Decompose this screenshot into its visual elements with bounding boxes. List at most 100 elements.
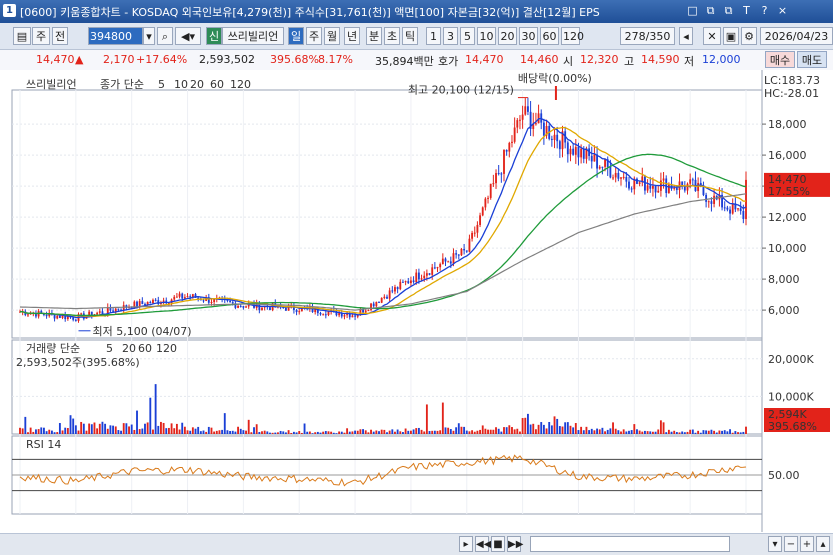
candle-body: [64, 315, 67, 320]
candle-body: [58, 315, 61, 318]
sell-button[interactable]: 매도: [797, 51, 827, 68]
interval-button-120[interactable]: 120: [561, 27, 584, 45]
interval-button-5[interactable]: 5: [460, 27, 475, 45]
expand-icon[interactable]: ▴: [816, 536, 830, 552]
candle-body: [431, 267, 434, 275]
interval-button-10[interactable]: 10: [477, 27, 496, 45]
close-icon[interactable]: ×: [777, 4, 788, 17]
candle-body: [101, 311, 104, 314]
tab-second[interactable]: 초: [384, 27, 400, 45]
candle-body: [316, 307, 319, 314]
save-icon[interactable]: ▣: [723, 27, 739, 45]
volume-bar: [306, 431, 309, 434]
volume-bar: [436, 430, 439, 434]
prev-page-icon[interactable]: ◂: [679, 27, 693, 45]
volume-bar: [242, 430, 245, 434]
candle-body: [423, 275, 426, 279]
interval-button-20[interactable]: 20: [498, 27, 517, 45]
candle-body: [183, 297, 186, 299]
volume-bar: [569, 425, 572, 434]
candle-body: [484, 198, 487, 208]
page-count: 278/350: [620, 27, 675, 45]
zoom-out-icon[interactable]: −: [784, 536, 798, 552]
timeline-scrollbar[interactable]: [530, 536, 730, 552]
interval-button-60[interactable]: 60: [540, 27, 559, 45]
candle-body: [130, 307, 133, 309]
tab-year[interactable]: 년: [344, 27, 360, 45]
chevron-down-icon[interactable]: ▾: [143, 27, 155, 45]
chart-area[interactable]: 최고 20,100 (12/15) 최저 5,100 (04/07) 배당락(0.0…: [0, 70, 833, 540]
volume-bar: [80, 421, 83, 434]
price-tick-label: 18,000: [768, 118, 807, 131]
candle-body: [231, 302, 234, 304]
menu-icon[interactable]: ▤: [13, 27, 31, 45]
volume-bar: [636, 429, 638, 434]
buy-button[interactable]: 매수: [765, 51, 795, 68]
volume-bar: [646, 431, 649, 434]
volume-bar: [641, 431, 644, 434]
volume-bar: [508, 425, 511, 434]
candle-body: [245, 306, 247, 308]
tab-month[interactable]: 월: [324, 27, 340, 45]
pin-icon[interactable]: T: [743, 4, 750, 17]
candle-body: [625, 176, 628, 182]
stop-icon[interactable]: ■: [491, 536, 505, 552]
prev-button[interactable]: 전: [52, 27, 68, 45]
price-panel-stock-label: 쓰리빌리언: [26, 78, 77, 91]
candle-body: [181, 293, 184, 299]
volume-bar: [582, 430, 585, 434]
volume-bar: [64, 427, 67, 434]
tab-day[interactable]: 일: [288, 27, 304, 45]
help-icon[interactable]: ?: [761, 4, 768, 17]
tile-icon[interactable]: ⧉: [706, 4, 715, 17]
volume-bar: [266, 431, 269, 434]
candle-body: [667, 184, 670, 193]
tab-tick[interactable]: 틱: [402, 27, 418, 45]
candle-body: [495, 173, 497, 184]
volume-bar: [572, 427, 575, 434]
volume-bar: [673, 430, 676, 434]
interval-button-1[interactable]: 1: [426, 27, 441, 45]
zoom-in-icon[interactable]: +: [800, 536, 814, 552]
sound-icon[interactable]: ◀▾: [175, 27, 201, 45]
candle-body: [146, 301, 149, 306]
crosshair-icon[interactable]: ✕: [703, 27, 721, 45]
volume-bar: [130, 424, 133, 434]
candle-body: [409, 280, 412, 284]
rewind-icon[interactable]: ◀◀: [475, 536, 491, 552]
stock-code-input[interactable]: 394800: [88, 27, 143, 45]
candle-body: [542, 122, 545, 136]
search-icon[interactable]: ⌕: [157, 27, 173, 45]
volume-bar: [396, 429, 399, 434]
period-type-select[interactable]: 주: [32, 27, 50, 45]
tab-minute[interactable]: 분: [366, 27, 382, 45]
date-input[interactable]: 2026/04/23: [760, 27, 833, 45]
volume-bar: [433, 430, 436, 434]
cascade-icon[interactable]: ⧉: [724, 4, 733, 17]
candle-body: [157, 300, 160, 304]
volume-bar: [492, 429, 495, 434]
interval-button-30[interactable]: 30: [519, 27, 538, 45]
forward-icon[interactable]: ▶▶: [507, 536, 523, 552]
candle-body: [436, 267, 439, 269]
gear-icon[interactable]: ⚙: [741, 27, 757, 45]
volume-bar: [183, 426, 186, 434]
volume-bar: [407, 430, 410, 434]
candle-body: [362, 309, 364, 313]
candle-body: [242, 306, 245, 308]
tab-week[interactable]: 주: [306, 27, 322, 45]
candle-body: [654, 185, 657, 193]
volume-bar: [691, 429, 694, 434]
volume-bar: [529, 424, 532, 434]
candle-body: [641, 176, 644, 183]
interval-button-3[interactable]: 3: [443, 27, 458, 45]
candle-body: [27, 314, 29, 316]
candle-body: [476, 224, 479, 233]
collapse-icon[interactable]: ▾: [768, 536, 782, 552]
volume-bar: [503, 427, 505, 434]
volume-bar: [370, 429, 372, 434]
volume-bar: [394, 431, 396, 434]
candle-body: [69, 316, 72, 318]
scroll-right-icon[interactable]: ▸: [459, 536, 473, 552]
restore-icon[interactable]: □: [687, 4, 698, 17]
